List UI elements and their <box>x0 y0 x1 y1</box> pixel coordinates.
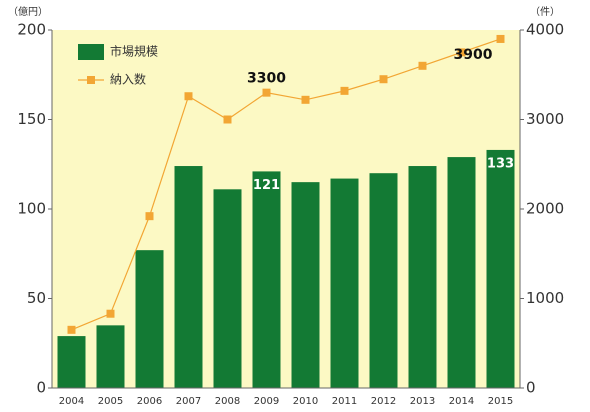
bar <box>252 171 281 388</box>
bar <box>291 182 320 388</box>
line-marker <box>223 115 232 124</box>
line-value-label: 3300 <box>247 71 286 87</box>
x-tick-label: 2009 <box>254 396 279 407</box>
y2-tick-label: 1000 <box>526 289 564 307</box>
x-tick-label: 2005 <box>98 396 123 407</box>
line-value-label: 3900 <box>454 47 493 63</box>
x-tick-label: 2012 <box>371 396 396 407</box>
y-tick-label: 100 <box>17 200 46 218</box>
x-tick-label: 2013 <box>410 396 435 407</box>
bar <box>330 178 359 388</box>
line <box>71 38 501 331</box>
plot-area <box>52 30 520 388</box>
bar <box>447 157 476 388</box>
x-tick-label: 2014 <box>449 396 474 407</box>
legend-swatch <box>78 44 104 60</box>
line-marker <box>67 325 76 334</box>
y-tick-label: 0 <box>36 379 46 397</box>
bar <box>486 149 515 388</box>
legend-label: 市場規模 <box>110 44 158 59</box>
y2-tick-label: 3000 <box>526 110 564 128</box>
bar <box>96 325 125 388</box>
x-tick-label: 2004 <box>59 396 84 407</box>
line-marker <box>418 61 427 70</box>
line-marker <box>301 95 310 104</box>
line-marker <box>184 92 193 101</box>
bar <box>57 336 86 388</box>
y-tick-label: 150 <box>17 110 46 128</box>
bar-value-label: 133 <box>487 156 514 171</box>
y-tick-label: 50 <box>27 289 46 307</box>
x-tick-label: 2007 <box>176 396 201 407</box>
line-marker <box>496 34 505 43</box>
line-marker <box>379 75 388 84</box>
bar <box>213 189 242 388</box>
x-tick-label: 2008 <box>215 396 240 407</box>
y2-tick-label: 4000 <box>526 21 564 39</box>
x-tick-label: 2011 <box>332 396 357 407</box>
bar-value-label: 121 <box>253 178 280 193</box>
line-marker <box>340 86 349 95</box>
y2-tick-label: 0 <box>526 379 536 397</box>
bar <box>408 166 437 388</box>
legend-label: 納入数 <box>110 72 146 87</box>
line-marker <box>262 88 271 97</box>
bar <box>174 166 203 388</box>
bar <box>369 173 398 388</box>
x-tick-label: 2006 <box>137 396 162 407</box>
y2-tick-label: 2000 <box>526 200 564 218</box>
x-tick-label: 2010 <box>293 396 318 407</box>
y2-unit-label: （件） <box>530 6 560 18</box>
line-marker <box>145 212 154 221</box>
line-marker <box>457 48 466 57</box>
y-tick-label: 200 <box>17 21 46 39</box>
y-unit-label: （億円） <box>8 5 48 18</box>
legend-swatch <box>87 76 95 84</box>
x-tick-label: 2015 <box>488 396 513 407</box>
bar <box>135 250 164 388</box>
line-marker <box>106 309 115 318</box>
